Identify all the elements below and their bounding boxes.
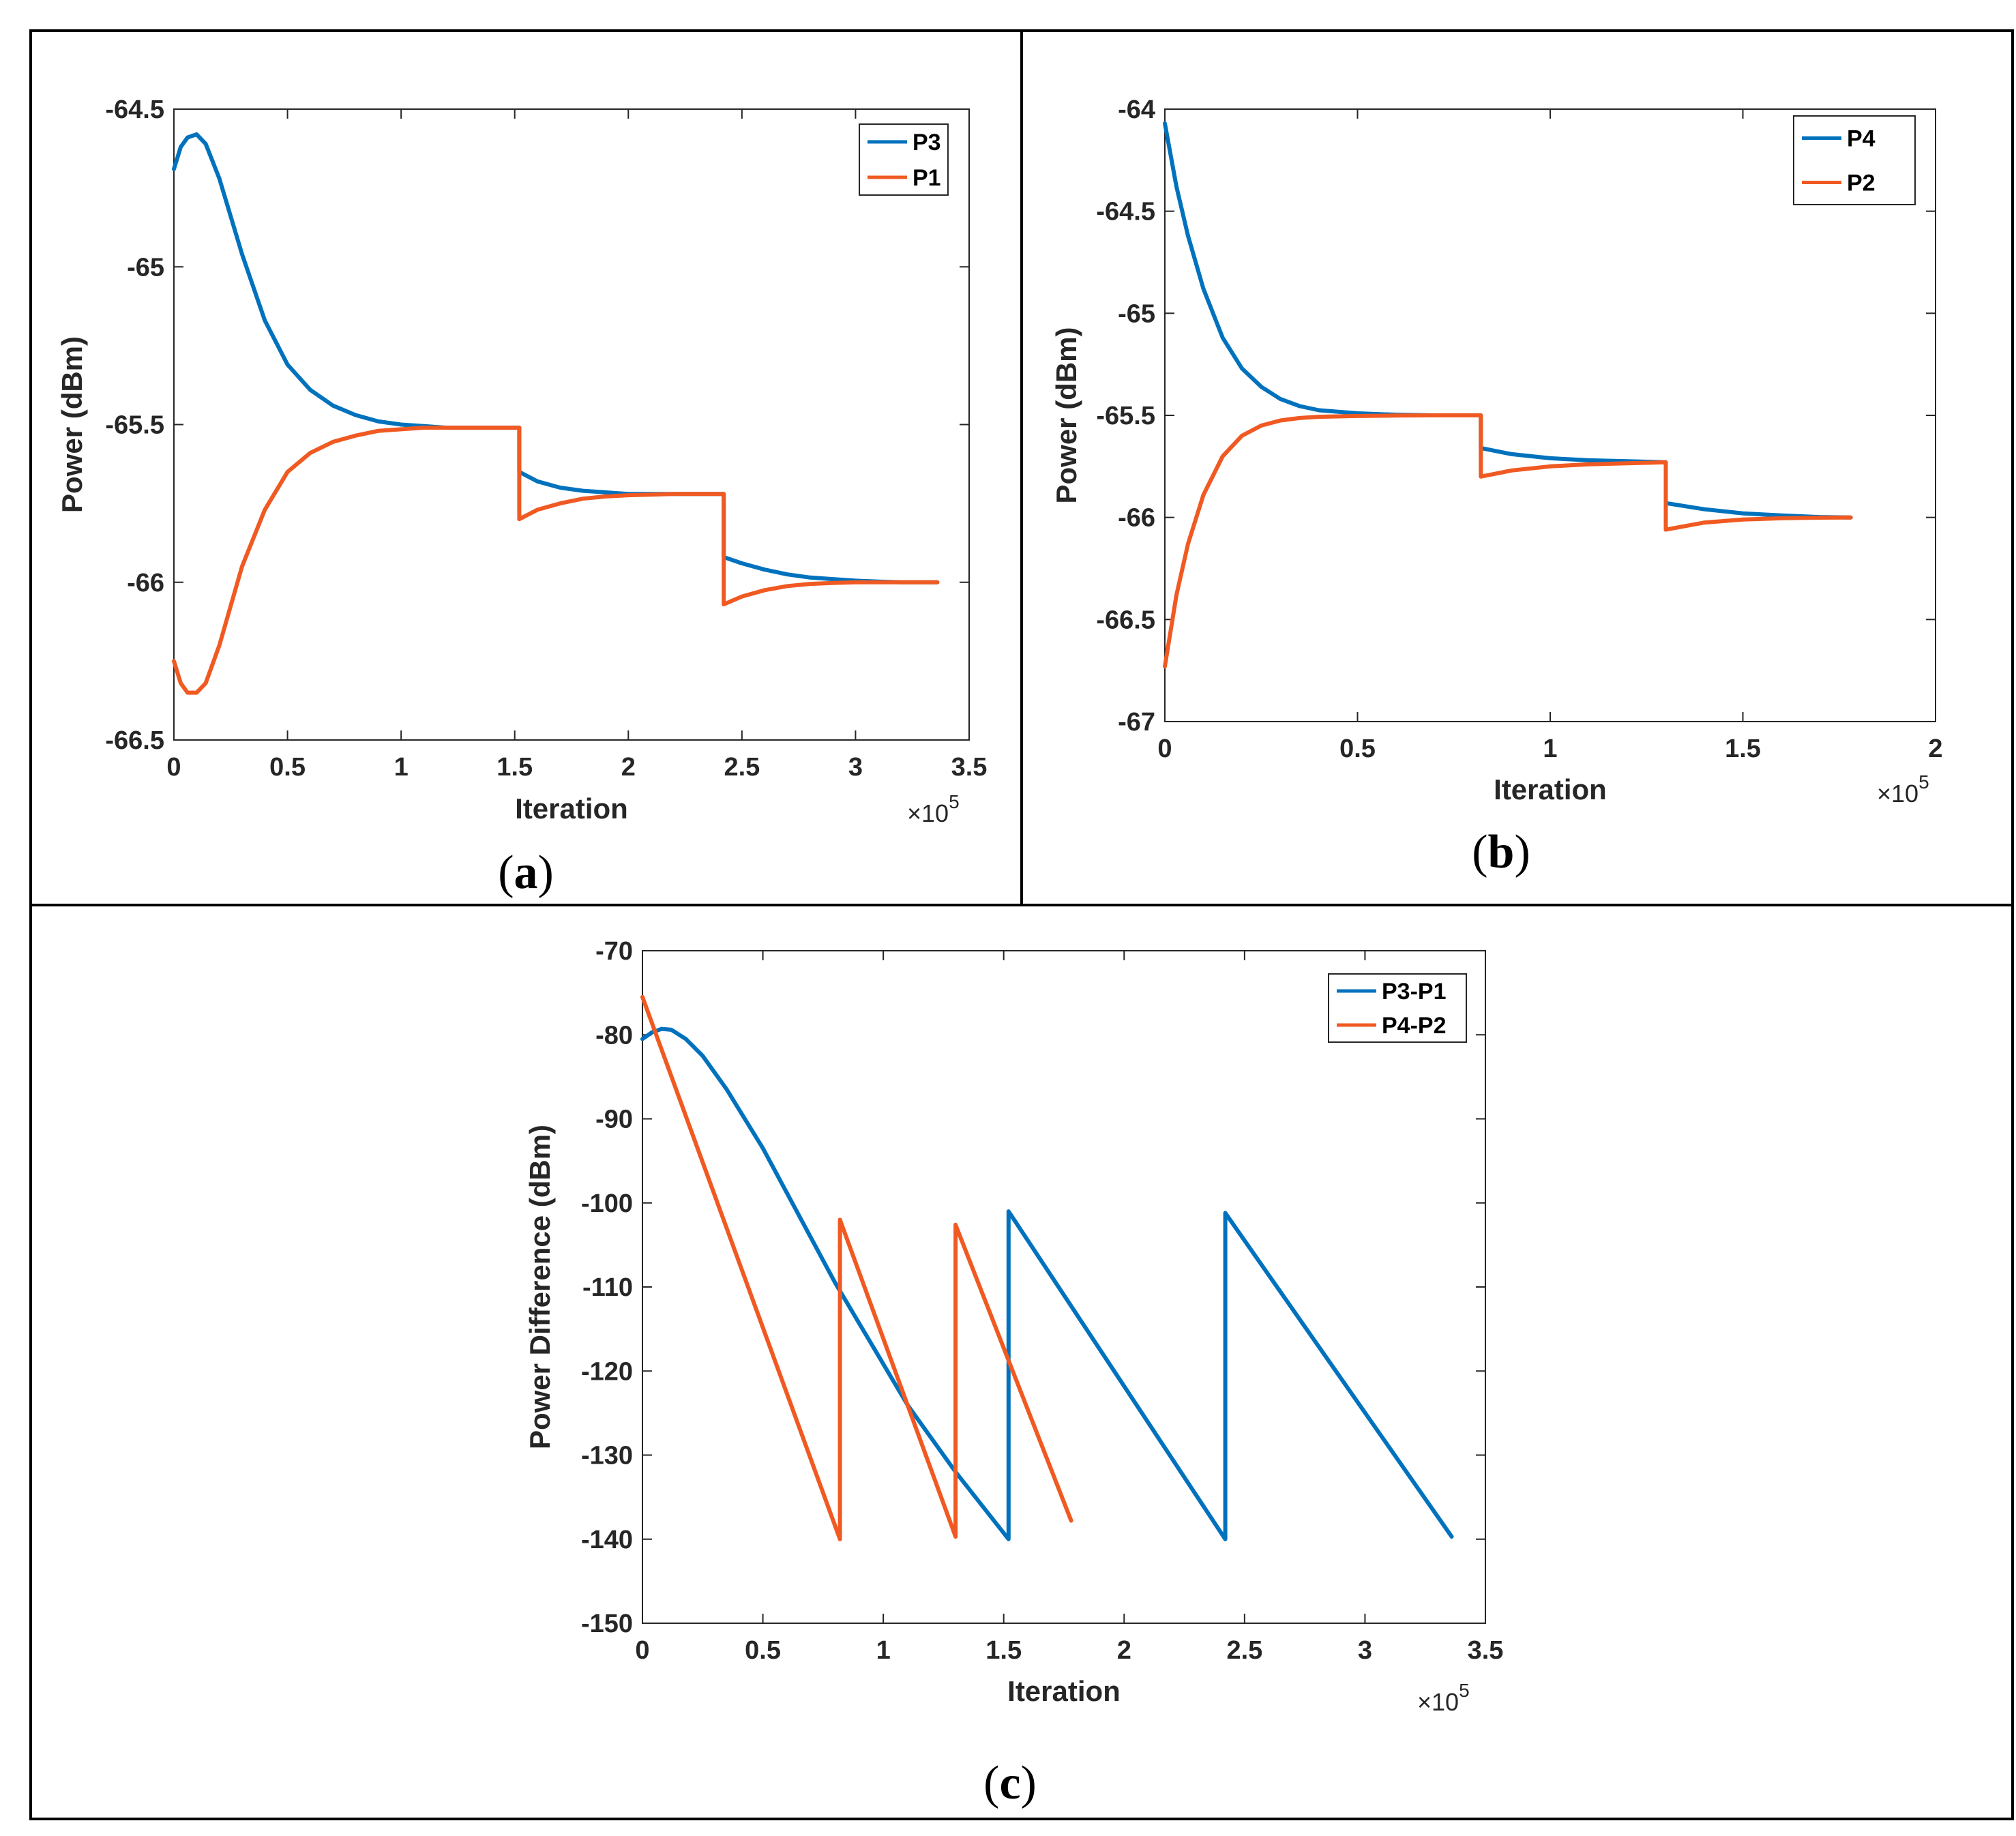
series-line-c-p4-p2: [640, 994, 1073, 1541]
y-tick-label-c-3: -100: [581, 1189, 633, 1218]
legend-entry-b-0: P4: [1847, 126, 1876, 152]
legend-entry-a-1: P1: [913, 165, 941, 191]
series-line-b-p2: [1163, 413, 1853, 669]
y-axis-label-a: Power (dBm): [56, 336, 88, 513]
panel-label-b-letter: b: [1488, 826, 1515, 878]
x-tick-label-c-7: 3.5: [1468, 1636, 1504, 1665]
x-tick-label-b-2: 1: [1543, 735, 1557, 763]
x-tick-label-a-4: 2: [621, 753, 636, 782]
x-tick-label-c-4: 2: [1117, 1636, 1131, 1665]
x-tick-label-b-3: 1.5: [1725, 735, 1761, 763]
x-axis-label-b: Iteration: [1494, 773, 1607, 805]
y-tick-label-b-3: -65.5: [1096, 402, 1155, 430]
panel-b: 0 0.5 1 1.5 2 -64 -64.5 -65 -65.5 -66 -66.5 -67 Iter…: [1050, 95, 1943, 808]
legend-entry-b-1: P2: [1847, 171, 1876, 196]
y-tick-label-c-8: -150: [581, 1610, 633, 1638]
panel-label-b: (b): [1472, 826, 1530, 878]
panel-label-a-letter: a: [514, 846, 538, 899]
x-tick-label-a-5: 2.5: [724, 753, 760, 782]
plot-area-b: [1164, 108, 1936, 722]
x-tick-label-a-6: 3: [848, 753, 863, 782]
x-exponent-times-b: ×: [1877, 780, 1891, 808]
series-line-c-p3-p1: [640, 1026, 1454, 1541]
x-exponent-base-b: 10: [1891, 780, 1918, 808]
y-axis-label-b: Power (dBm): [1050, 327, 1082, 503]
y-axis-label-c: Power Difference (dBm): [524, 1125, 556, 1449]
y-tick-label-c-5: -120: [581, 1357, 633, 1386]
y-tick-label-a-2: -65.5: [105, 411, 164, 440]
x-tick-label-c-3: 1.5: [985, 1636, 1022, 1665]
x-tick-label-b-0: 0: [1157, 735, 1172, 763]
x-exponent-power-b: 5: [1918, 771, 1929, 793]
x-exponent-base-a: 10: [921, 799, 949, 827]
y-tick-label-b-4: -66: [1118, 504, 1155, 533]
y-tick-label-c-2: -90: [595, 1106, 633, 1134]
y-tick-label-a-4: -66.5: [105, 726, 164, 755]
x-tick-label-a-0: 0: [166, 753, 181, 782]
x-exponent-b: ×105: [1877, 771, 1929, 808]
x-exponent-times-c: ×: [1417, 1688, 1432, 1716]
y-tick-label-a-1: -65: [127, 253, 164, 282]
y-tick-label-b-6: -67: [1118, 708, 1155, 737]
x-tick-label-c-2: 1: [876, 1636, 891, 1665]
plot-area-a: [173, 108, 970, 741]
x-tick-label-c-5: 2.5: [1226, 1636, 1262, 1665]
frame-bottom: [29, 904, 2014, 1820]
x-axis-label-c: Iteration: [1007, 1675, 1121, 1707]
x-tick-label-a-3: 1.5: [496, 753, 533, 782]
x-exponent-power-a: 5: [949, 791, 960, 812]
legend-entry-c-0: P3-P1: [1382, 979, 1447, 1005]
x-exponent-a: ×105: [907, 791, 960, 827]
x-tick-label-c-6: 3: [1358, 1636, 1372, 1665]
x-exponent-times-a: ×: [907, 799, 921, 827]
x-tick-label-b-4: 2: [1928, 735, 1942, 763]
y-tick-label-c-7: -140: [581, 1526, 633, 1554]
x-tick-label-c-1: 0.5: [745, 1636, 781, 1665]
x-axis-label-a: Iteration: [515, 793, 628, 825]
panel-label-c-letter: c: [999, 1757, 1020, 1809]
panel-label-a: (a): [498, 846, 554, 899]
x-tick-label-a-1: 0.5: [269, 753, 306, 782]
x-tick-label-a-7: 3.5: [951, 753, 988, 782]
legend-entry-c-1: P4-P2: [1382, 1013, 1447, 1039]
y-tick-label-a-0: -64.5: [105, 95, 164, 124]
panel-label-c: (c): [983, 1757, 1037, 1809]
panel-a: 0 0.5 1 1.5 2 2.5 3 3.5 -64.5 -65 -65.5 -66 -66.5 Ite…: [56, 95, 987, 827]
legend-box-a: [859, 123, 949, 196]
y-tick-label-c-6: -130: [581, 1442, 633, 1470]
y-tick-label-c-0: -70: [595, 937, 633, 966]
x-tick-label-c-0: 0: [635, 1636, 649, 1665]
legend-box-b: [1793, 115, 1916, 205]
x-exponent-c: ×105: [1417, 1680, 1470, 1716]
y-tick-label-b-5: -66.5: [1096, 606, 1155, 634]
y-tick-label-a-3: -66: [127, 569, 164, 597]
series-line-a-p1: [172, 426, 940, 695]
y-tick-label-b-1: -64.5: [1096, 198, 1155, 226]
x-exponent-power-c: 5: [1459, 1680, 1470, 1701]
plot-area-c: [642, 950, 1486, 1624]
legend-entry-a-0: P3: [913, 130, 941, 156]
panel-c: 0 0.5 1 1.5 2 2.5 3 3.5 -70 -80 -90 -100 -110 -120 -13…: [524, 937, 1503, 1716]
y-tick-label-c-1: -80: [595, 1021, 633, 1050]
y-tick-label-b-2: -65: [1118, 299, 1155, 328]
legend-box-c: [1328, 973, 1467, 1043]
y-tick-label-b-0: -64: [1118, 95, 1155, 124]
y-tick-label-c-4: -110: [582, 1273, 633, 1302]
x-tick-label-b-1: 0.5: [1339, 735, 1376, 763]
x-exponent-base-c: 10: [1432, 1688, 1459, 1716]
x-tick-label-a-2: 1: [394, 753, 409, 782]
